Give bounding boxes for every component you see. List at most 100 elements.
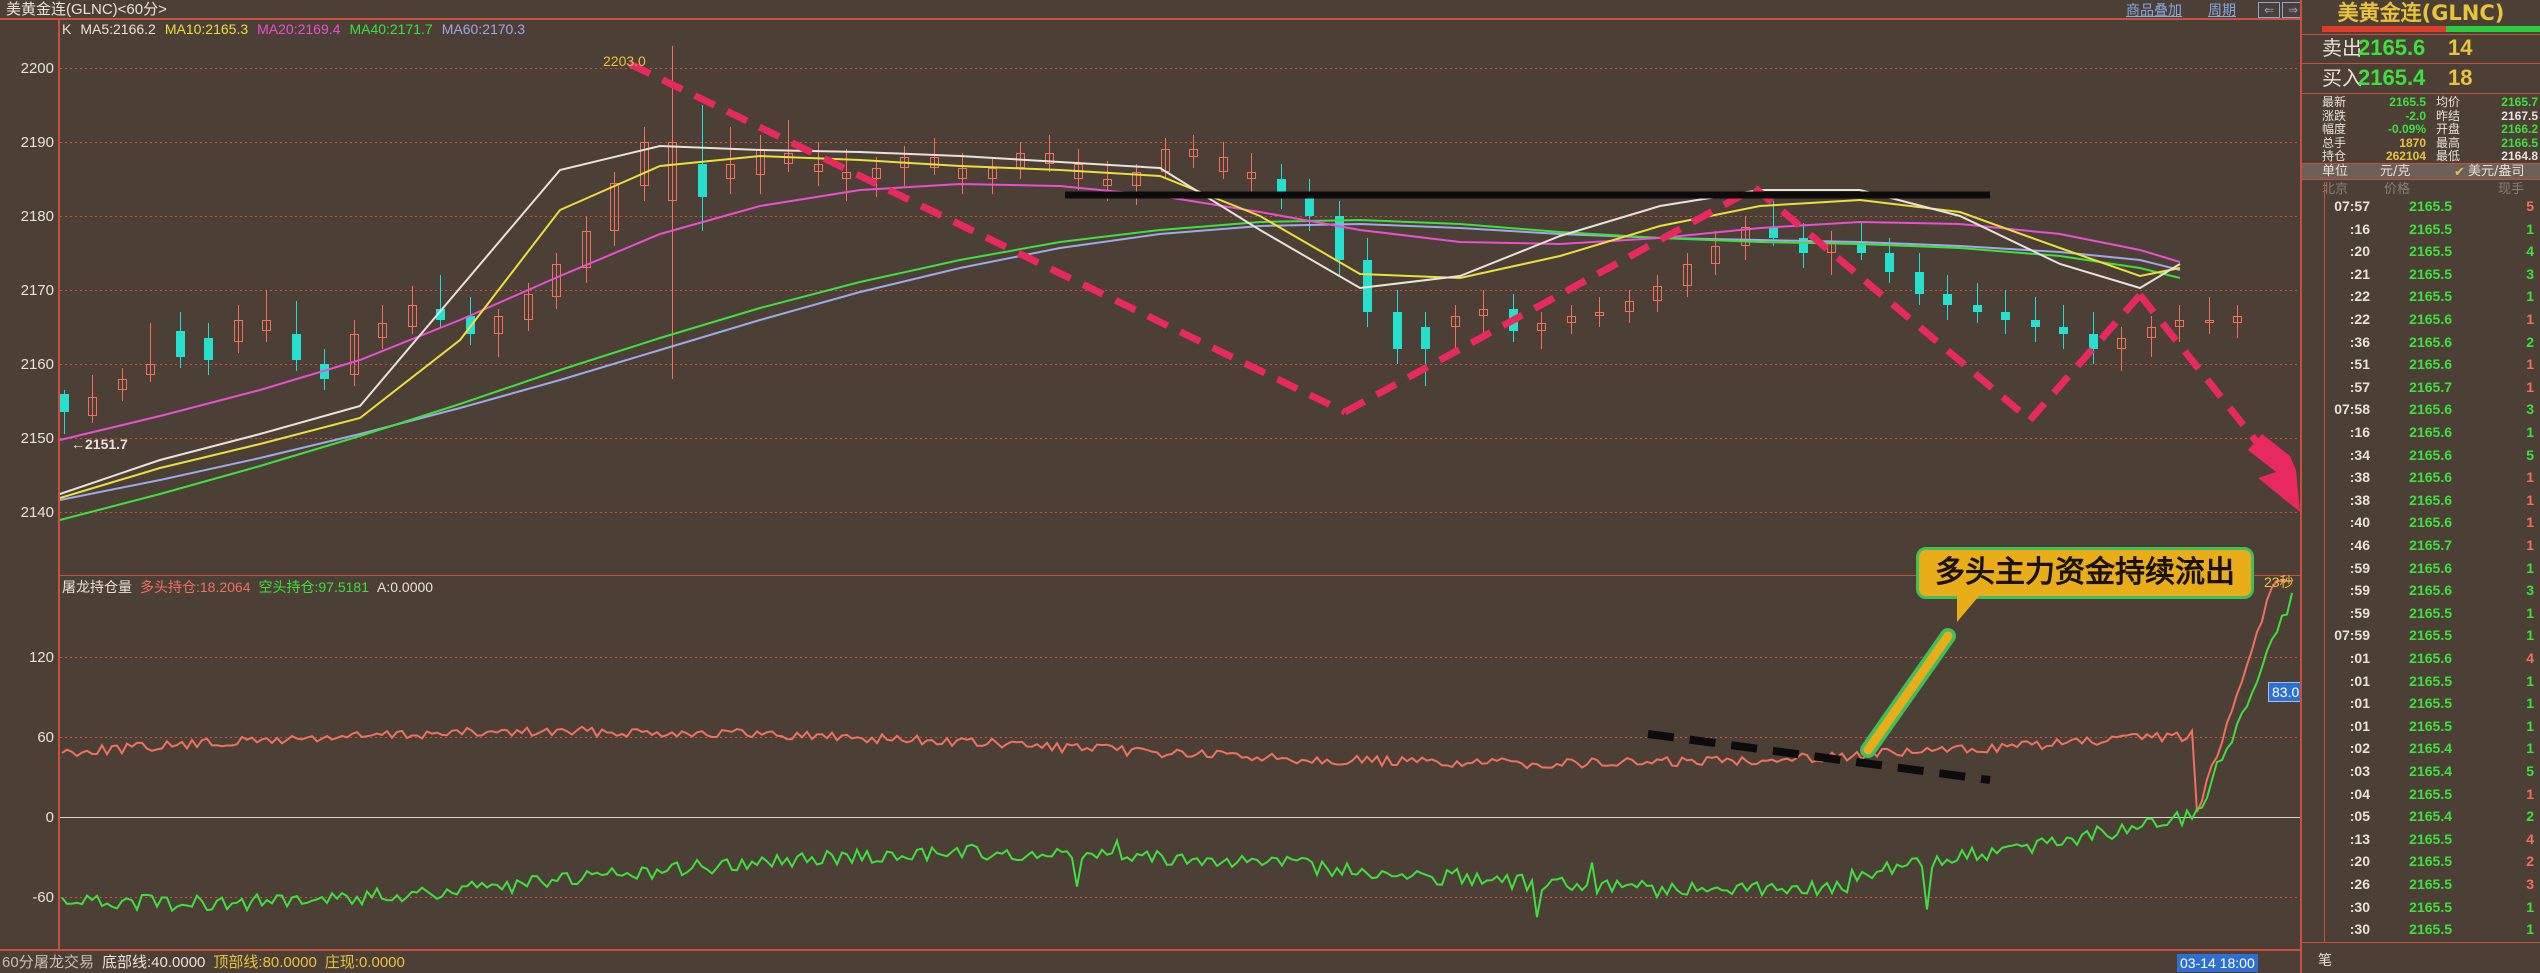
stat-value: 262104: [2385, 149, 2426, 163]
prev-icon[interactable]: ⇐: [2258, 2, 2280, 18]
zero-line: [60, 817, 2300, 818]
candle-wick: [2208, 297, 2210, 335]
candlestick: [2030, 20, 2040, 577]
tick-row[interactable]: :34 2165.6 5: [2302, 445, 2540, 467]
tick-row[interactable]: 07:59 2165.5 1: [2302, 625, 2540, 647]
indicator-pane[interactable]: 屠龙持仓量 多头持仓:18.2064 空头持仓:97.5181 A:0.0000 12…: [0, 577, 2300, 949]
drawn-trendlines[interactable]: [0, 20, 2300, 577]
callout-annotation[interactable]: 多头主力资金持续流出: [1916, 547, 2254, 622]
indicator-legend: 屠龙持仓量 多头持仓:18.2064 空头持仓:97.5181 A:0.0000: [62, 579, 441, 595]
bid-row[interactable]: 买入 2165.4 18: [2302, 64, 2540, 94]
tick-row[interactable]: :46 2165.7 1: [2302, 535, 2540, 557]
tick-row[interactable]: :38 2165.6 1: [2302, 467, 2540, 489]
tick-row[interactable]: :59 2165.6 1: [2302, 558, 2540, 580]
tick-row[interactable]: :01 2165.6 4: [2302, 648, 2540, 670]
quote-panel[interactable]: 美黄金连(GLNC) 卖出 2165.6 14 买入 2165.4 18 最新 2…: [2300, 0, 2540, 973]
tick-row[interactable]: :01 2165.5 1: [2302, 693, 2540, 715]
stat-key-2: 最高: [2436, 135, 2461, 150]
tick-qty: 1: [2526, 921, 2534, 938]
candlestick: [639, 20, 649, 577]
candlestick: [871, 20, 881, 577]
candle-body: [581, 230, 591, 268]
tick-qty: 1: [2526, 785, 2534, 802]
candle-body: [117, 378, 127, 390]
tick-row[interactable]: :22 2165.5 1: [2302, 286, 2540, 308]
candlestick: [957, 20, 967, 577]
overlay-symbol-link[interactable]: 商品叠加: [2126, 2, 2182, 18]
tick-row[interactable]: :04 2165.5 1: [2302, 784, 2540, 806]
tick-time: :34: [2349, 446, 2370, 463]
candle-body: [1625, 301, 1635, 313]
tick-row[interactable]: :26 2165.5 3: [2302, 874, 2540, 896]
tick-row[interactable]: :30 2165.5 1: [2302, 897, 2540, 919]
tick-row[interactable]: :59 2165.5 1: [2302, 603, 2540, 625]
candlestick: [319, 20, 329, 577]
ask-row[interactable]: 卖出 2165.6 14: [2302, 34, 2540, 64]
tick-time: :16: [2349, 220, 2370, 237]
candle-body: [1219, 156, 1229, 172]
candlestick: [1799, 20, 1809, 577]
candle-body: [957, 167, 967, 179]
candle-body: [1769, 227, 1779, 239]
tick-row[interactable]: :36 2165.6 2: [2302, 332, 2540, 354]
price-pane[interactable]: K MA5:2166.2 MA10:2165.3 MA20:2169.4 MA40:21…: [0, 20, 2300, 577]
tick-row[interactable]: :57 2165.7 1: [2302, 377, 2540, 399]
candlestick: [929, 20, 939, 577]
tick-row[interactable]: :51 2165.6 1: [2302, 354, 2540, 376]
tick-price: 2165.6: [2409, 356, 2452, 373]
candle-body: [987, 167, 997, 179]
ask-ratio-segment: [2322, 26, 2446, 32]
stat-key: 总手: [2322, 135, 2347, 150]
candlestick: [987, 20, 997, 577]
check-icon: ✔: [2454, 164, 2465, 179]
unit-option-usd[interactable]: 美元/盎司: [2468, 164, 2525, 179]
tick-row[interactable]: :20 2165.5 2: [2302, 851, 2540, 873]
candlestick: [523, 20, 533, 577]
tick-qty: 1: [2526, 356, 2534, 373]
candlestick: [609, 20, 619, 577]
tick-tab-label[interactable]: 笔: [2318, 953, 2332, 969]
tick-price: 2165.6: [2409, 469, 2452, 486]
candle-wick: [1425, 312, 1427, 387]
tick-price: 2165.6: [2409, 491, 2452, 508]
candlestick: [1625, 20, 1635, 577]
tick-row[interactable]: :22 2165.6 1: [2302, 309, 2540, 331]
candlestick: [377, 20, 387, 577]
tick-row[interactable]: :16 2165.6 1: [2302, 422, 2540, 444]
tick-row[interactable]: :59 2165.6 3: [2302, 580, 2540, 602]
candlestick: [1131, 20, 1141, 577]
tick-qty: 1: [2526, 288, 2534, 305]
unit-option-cny[interactable]: 元/克: [2380, 164, 2411, 179]
candlestick: [1885, 20, 1895, 577]
tick-row[interactable]: :38 2165.6 1: [2302, 490, 2540, 512]
tick-row[interactable]: :01 2165.5 1: [2302, 671, 2540, 693]
tick-row[interactable]: :02 2165.4 1: [2302, 738, 2540, 760]
legend-ma40: MA40:2171.7: [349, 21, 433, 37]
tick-row[interactable]: 07:57 2165.5 5: [2302, 196, 2540, 218]
tick-row[interactable]: :21 2165.5 3: [2302, 264, 2540, 286]
candlestick: [407, 20, 417, 577]
candlestick: [2146, 20, 2156, 577]
tick-row[interactable]: :40 2165.6 1: [2302, 512, 2540, 534]
tick-row[interactable]: :05 2165.4 2: [2302, 806, 2540, 828]
tick-row[interactable]: :03 2165.4 5: [2302, 761, 2540, 783]
candle-body: [1683, 264, 1693, 287]
tick-row[interactable]: :30 2165.5 1: [2302, 919, 2540, 941]
tick-row[interactable]: :20 2165.5 4: [2302, 241, 2540, 263]
tick-qty: 2: [2526, 853, 2534, 870]
candlestick: [291, 20, 301, 577]
candlestick: [1711, 20, 1721, 577]
unit-selector-row[interactable]: 单位 元/克 ✔ 美元/盎司: [2302, 163, 2540, 180]
gridline: [60, 142, 2300, 143]
candle-body: [1305, 197, 1315, 216]
tick-row[interactable]: :13 2165.5 4: [2302, 829, 2540, 851]
tick-row[interactable]: 07:58 2165.6 3: [2302, 399, 2540, 421]
indicator-axis-divider: [58, 577, 60, 949]
candlestick: [1857, 20, 1867, 577]
chart-area[interactable]: K MA5:2166.2 MA10:2165.3 MA20:2169.4 MA40:21…: [0, 20, 2300, 973]
stat-value: -2.0: [2405, 108, 2426, 123]
period-link[interactable]: 周期: [2208, 2, 2236, 18]
tick-row[interactable]: :16 2165.5 1: [2302, 219, 2540, 241]
tick-row[interactable]: :01 2165.5 1: [2302, 716, 2540, 738]
candlestick: [899, 20, 909, 577]
